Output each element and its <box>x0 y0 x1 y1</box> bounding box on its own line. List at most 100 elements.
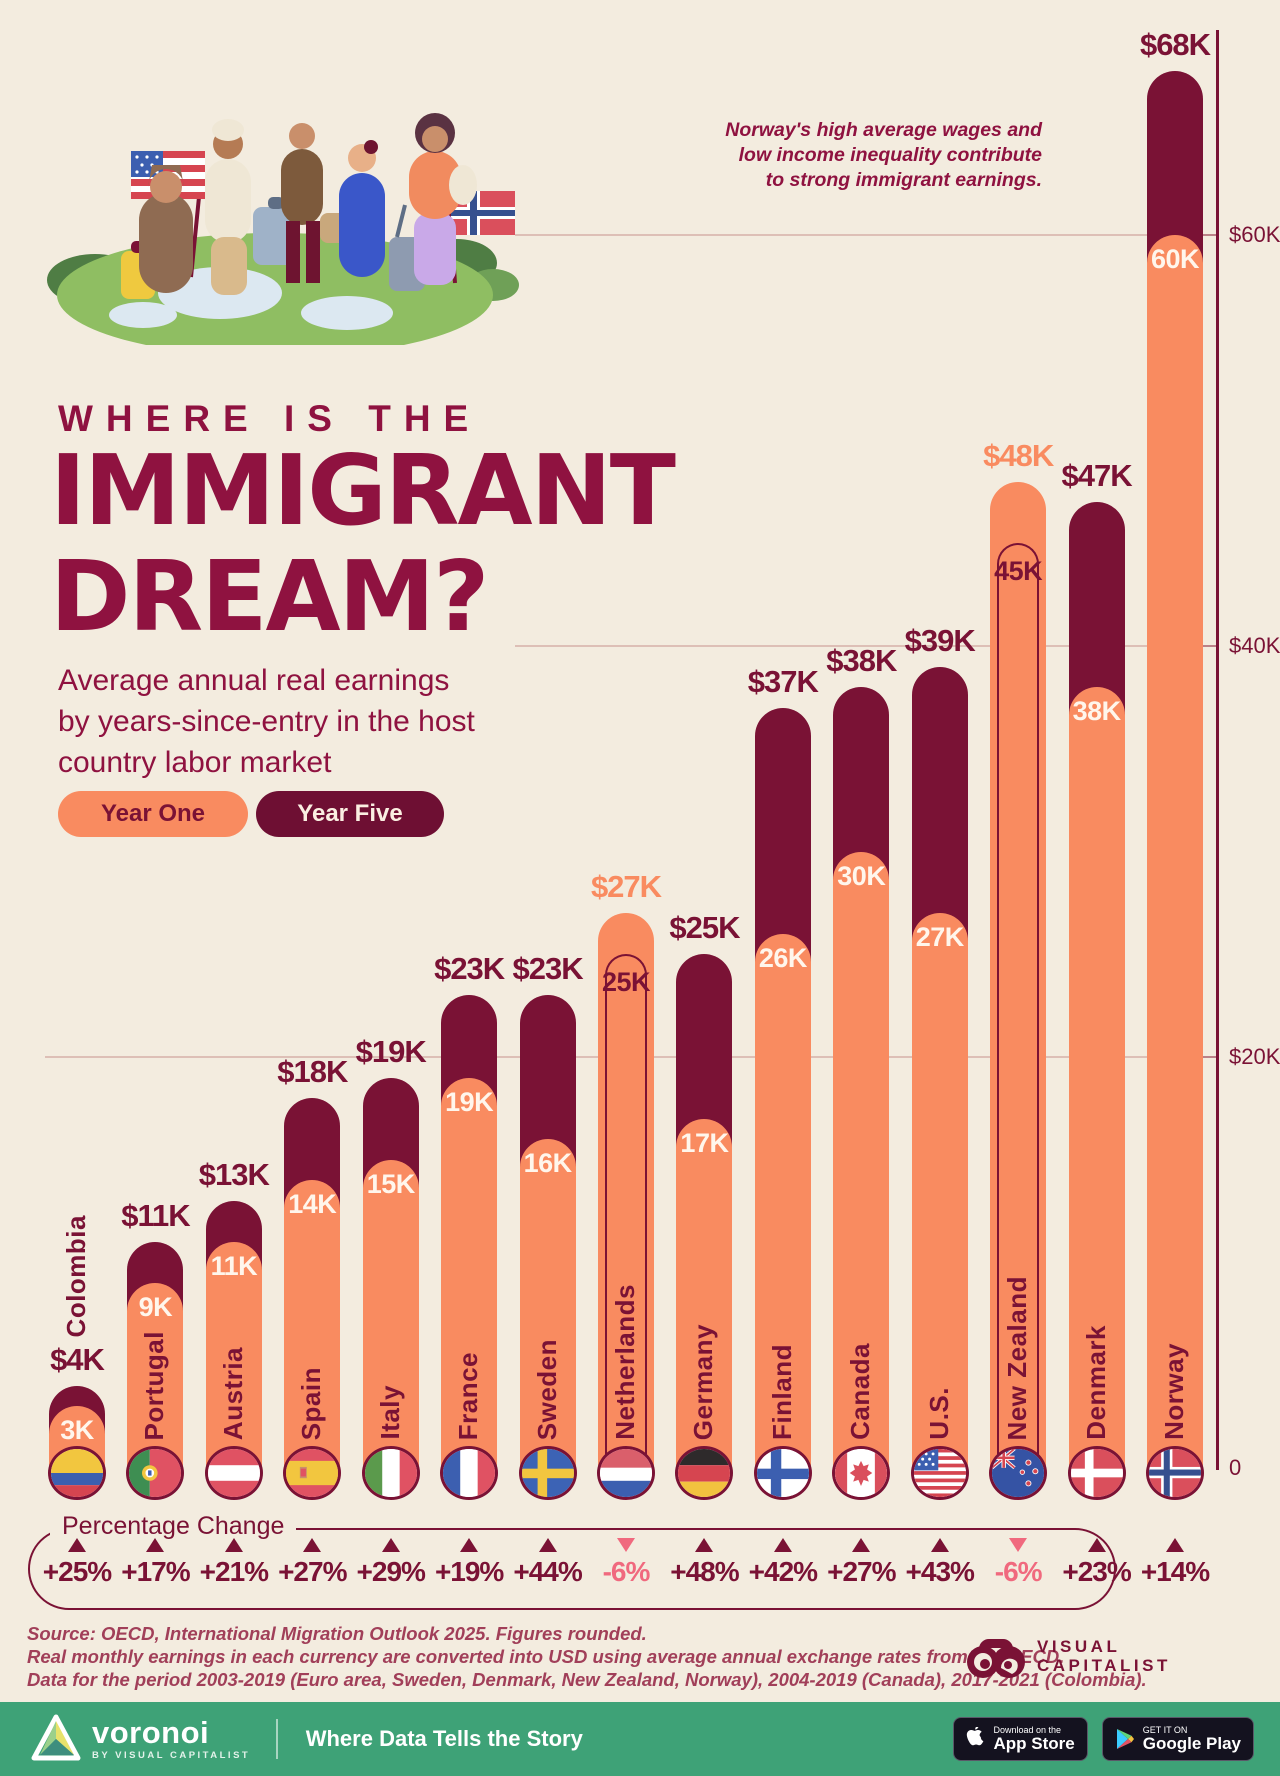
app-store-badge-top: Download on the <box>993 1725 1062 1735</box>
bar-year-one-sweden <box>519 1139 576 1468</box>
pct-item-norway: +14% <box>1132 1538 1218 1588</box>
bar-year-one-france <box>441 1077 498 1468</box>
pct-arrow-up-icon <box>695 1538 714 1552</box>
flag-icon-sweden <box>518 1446 577 1500</box>
google-play-badge[interactable]: GET IT ON Google Play <box>1101 1717 1254 1761</box>
pct-value: +21% <box>199 1556 269 1587</box>
flag-icon-us <box>910 1446 969 1500</box>
value-label-year-one: 30K <box>837 860 886 891</box>
value-label-year-one: 11K <box>210 1250 258 1281</box>
annotation-line: low income inequality contribute <box>738 144 1042 166</box>
value-label-year-five: $23K <box>512 951 584 987</box>
footer-divider <box>276 1719 278 1759</box>
google-play-badge-bottom: Google Play <box>1142 1734 1241 1753</box>
bar-year-one-germany <box>676 1118 733 1468</box>
voronoi-wordmark: voronoi <box>92 1714 210 1750</box>
value-label-year-five: $4K <box>50 1341 105 1377</box>
pct-value: +23% <box>1062 1556 1131 1587</box>
bar-year-one-canada <box>833 851 890 1468</box>
app-store-badge-bottom: App Store <box>993 1734 1075 1753</box>
bar-year-one-netherlands <box>598 913 654 1468</box>
country-label-italy: Italy <box>374 1385 405 1440</box>
source-line: Data for the period 2003-2019 (Euro area… <box>27 1669 1147 1690</box>
pct-item-netherlands: -6% <box>583 1538 669 1588</box>
visual-capitalist-wordmark: VISUAL CAPITALIST <box>1037 1637 1171 1675</box>
pct-item-france: +19% <box>426 1538 512 1588</box>
voronoi-logo-icon <box>31 1714 81 1761</box>
flag-icon-netherlands <box>597 1446 655 1500</box>
bar-year-five-outline-netherlands <box>605 954 647 1458</box>
bar-year-one-portugal <box>127 1283 184 1468</box>
apple-icon <box>966 1727 983 1746</box>
bar-year-one-newzealand <box>990 481 1047 1468</box>
pct-value: +19% <box>434 1556 504 1587</box>
google-play-badge-top: GET IT ON <box>1142 1725 1188 1735</box>
value-label-year-five: $13K <box>198 1156 270 1192</box>
annotation-line: to strong immigrant earnings. <box>765 169 1042 191</box>
pct-arrow-up-icon <box>1087 1538 1106 1552</box>
pct-value: +25% <box>42 1556 112 1587</box>
pct-item-austria: +21% <box>191 1538 277 1588</box>
flag-icon-portugal <box>126 1446 185 1500</box>
value-label-year-five: $11K <box>121 1197 190 1233</box>
country-label-norway: Norway <box>1159 1343 1190 1440</box>
subtitle-line: by years-since-entry in the host <box>58 705 475 738</box>
source-note: Source: OECD, International Migration Ou… <box>27 1622 1147 1691</box>
source-line: Real monthly earnings in each currency a… <box>27 1646 1065 1667</box>
pct-arrow-up-icon <box>146 1538 165 1552</box>
country-label-finland: Finland <box>766 1344 797 1440</box>
pct-item-sweden: +44% <box>505 1538 591 1588</box>
pct-arrow-down-icon <box>1009 1538 1028 1552</box>
value-label-year-one: 60K <box>1151 244 1200 274</box>
visual-capitalist-logo: VISUAL CAPITALIST <box>965 1628 1171 1684</box>
flag-icon-finland <box>753 1446 812 1500</box>
value-label-year-five: $18K <box>277 1054 348 1090</box>
y-axis-label: 0 <box>1229 1455 1242 1480</box>
country-label-portugal: Portugal <box>139 1330 170 1440</box>
percentage-change-label: Percentage Change <box>50 1512 297 1541</box>
app-store-badge[interactable]: Download on the App Store <box>952 1717 1088 1761</box>
value-label-year-one: 45K <box>994 556 1043 587</box>
flag-icon-spain <box>283 1446 342 1500</box>
pct-value: +17% <box>121 1556 190 1587</box>
legend-year-five: Year Five <box>256 791 444 837</box>
pct-value: +14% <box>1140 1556 1210 1587</box>
pct-value: +29% <box>356 1556 426 1587</box>
value-label-year-five: $37K <box>747 663 819 699</box>
value-label-year-five: $47K <box>1061 458 1133 494</box>
subtitle-line: Average annual real earnings <box>58 664 450 697</box>
pct-item-portugal: +17% <box>112 1538 198 1588</box>
country-label-denmark: Denmark <box>1080 1325 1111 1440</box>
flag-icon-italy <box>361 1446 420 1500</box>
flag-icon-norway <box>1146 1446 1205 1500</box>
percentage-change-box <box>28 1528 1116 1610</box>
pct-item-colombia: +25% <box>34 1538 120 1588</box>
flag-icon-france <box>440 1446 499 1500</box>
y-axis-label: $20K <box>1229 1044 1280 1069</box>
country-label-us: U.S. <box>923 1387 954 1440</box>
footer-tagline: Where Data Tells the Story <box>305 1726 583 1751</box>
pct-item-italy: +29% <box>348 1538 434 1588</box>
country-label-sweden: Sweden <box>531 1338 562 1440</box>
pct-arrow-up-icon <box>930 1538 949 1552</box>
pct-item-finland: +42% <box>740 1538 826 1588</box>
flag-icon-germany <box>675 1446 734 1500</box>
value-label-year-one: 25K <box>601 967 651 998</box>
pct-value: +42% <box>748 1556 818 1587</box>
subtitle-line: country labor market <box>58 746 332 779</box>
norway-annotation: Norway's high average wages and low inco… <box>660 118 1042 193</box>
bar-year-one-finland <box>754 933 811 1468</box>
pct-value: +43% <box>905 1556 975 1587</box>
pct-value: +27% <box>278 1556 347 1587</box>
value-label-year-five: $48K <box>983 437 1054 473</box>
pct-arrow-up-icon <box>460 1538 479 1552</box>
value-label-year-five: $19K <box>355 1033 427 1069</box>
country-label-netherlands: Netherlands <box>610 1284 640 1440</box>
y-axis-tick <box>1194 645 1216 647</box>
value-label-year-five: $27K <box>590 869 662 905</box>
voronoi-brand: voronoi BY VISUAL CAPITALIST <box>30 1713 250 1765</box>
annotation-line: Norway's high average wages and <box>725 119 1042 141</box>
gridline-$40K <box>515 645 1216 647</box>
pct-arrow-up-icon <box>852 1538 871 1552</box>
